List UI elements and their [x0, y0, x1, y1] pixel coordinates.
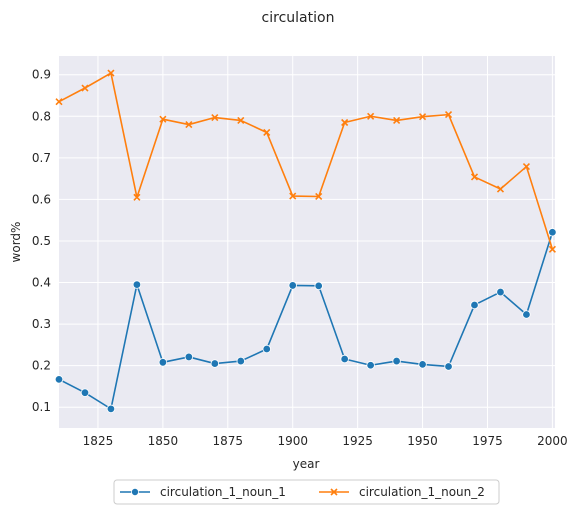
y-tick-label: 0.5: [32, 234, 51, 248]
gridlines: [59, 56, 555, 428]
data-point: [444, 111, 453, 119]
data-point: [418, 113, 427, 121]
legend-marker-series-2: [330, 488, 338, 496]
data-point: [340, 354, 349, 364]
data-point: [81, 84, 89, 92]
data-point: [314, 281, 323, 291]
data-point: [159, 115, 167, 123]
data-point: [366, 361, 375, 370]
x-tick-label: 2000: [537, 434, 568, 448]
data-point: [262, 344, 271, 354]
x-tick-label: 1875: [213, 434, 244, 448]
y-tick-label: 0.3: [32, 317, 51, 331]
x-tick-label: 1850: [148, 434, 179, 448]
x-axis-label: year: [293, 457, 320, 471]
data-point: [444, 362, 453, 371]
data-point: [210, 359, 220, 368]
data-point: [184, 352, 194, 362]
legend-label-series-2: circulation_1_noun_2: [359, 485, 485, 499]
legend-marker-series-1: [130, 487, 139, 496]
y-axis-label: word%: [9, 222, 23, 263]
legend-box: [113, 479, 500, 505]
data-point: [211, 113, 219, 122]
y-tick-label: 0.2: [32, 359, 51, 373]
data-point: [341, 118, 349, 127]
data-point: [522, 162, 531, 171]
data-point: [522, 310, 531, 319]
legend-label-series-1: circulation_1_noun_1: [160, 485, 286, 499]
chart-title: circulation: [262, 10, 335, 26]
data-point: [236, 356, 245, 366]
data-point: [288, 281, 297, 290]
data-point: [315, 192, 323, 201]
data-point: [237, 116, 245, 124]
data-point: [55, 98, 63, 106]
data-point: [263, 128, 271, 137]
data-point: [470, 173, 479, 181]
y-tick-label: 0.6: [32, 192, 51, 206]
x-tick-label: 1825: [83, 434, 114, 448]
series-1: [54, 228, 557, 414]
data-point: [548, 245, 556, 253]
data-point: [289, 192, 297, 200]
y-tick-label: 0.8: [32, 109, 51, 123]
x-tick-label: 1950: [407, 434, 438, 448]
data-point: [367, 112, 375, 120]
y-tick-label: 0.1: [32, 400, 51, 414]
data-point: [54, 375, 64, 384]
plot-area: [59, 56, 555, 428]
data-point: [496, 185, 505, 193]
data-point: [106, 404, 116, 414]
data-point: [185, 121, 193, 129]
y-tick-label: 0.4: [32, 276, 51, 290]
x-tick-label: 1900: [277, 434, 308, 448]
y-tick-label: 0.9: [32, 68, 51, 82]
data-point: [393, 116, 401, 124]
series-line: [58, 72, 554, 250]
data-point: [133, 193, 141, 201]
x-tick-label: 1925: [342, 434, 373, 448]
data-point: [158, 358, 168, 367]
data-point: [418, 360, 427, 369]
data-point: [470, 300, 479, 310]
data-point: [548, 228, 557, 237]
data-point: [107, 69, 115, 77]
series-layer: [54, 69, 557, 414]
x-tick-label: 1975: [472, 434, 503, 448]
data-point: [496, 287, 505, 297]
tick-labels: 1825 1850 1875 1900 1925 1950 1975 2000 0.1 0.2 0.…: [32, 68, 568, 448]
data-point: [392, 356, 401, 366]
data-point: [80, 388, 90, 397]
series-2: [55, 69, 556, 253]
data-point: [132, 280, 142, 289]
legend: circulation_1_noun_1 circulation_1_noun_…: [113, 479, 500, 505]
series-line: [58, 231, 554, 410]
y-tick-label: 0.7: [32, 151, 51, 165]
